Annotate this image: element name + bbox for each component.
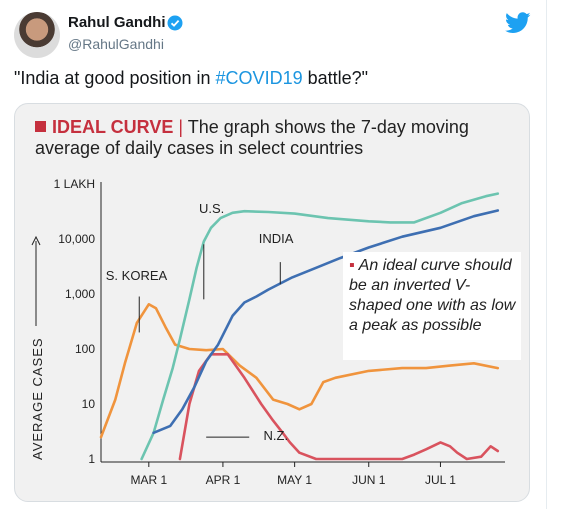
x-tick-label: MAR 1: [130, 473, 167, 487]
chart-subtitle: average of daily cases in select countri…: [35, 138, 364, 158]
annotation-note: ▪ An ideal curve should be an inverted V-…: [349, 257, 516, 334]
series-label: S. KOREA: [106, 268, 168, 283]
tweet: Rahul Gandhi @RahulGandhi "India at good…: [14, 0, 547, 509]
y-tick-label: 1,000: [65, 287, 95, 301]
author-name[interactable]: Rahul Gandhi: [68, 14, 166, 31]
author-avatar[interactable]: [14, 12, 60, 58]
column-divider: [546, 0, 547, 509]
title-marker-icon: [35, 121, 46, 132]
tweet-text-start: "India at good position in: [14, 68, 216, 88]
twitter-bird-icon[interactable]: [505, 12, 531, 34]
x-tick-label: JUL 1: [425, 473, 456, 487]
series-label: INDIA: [259, 231, 294, 246]
x-tick-label: APR 1: [206, 473, 241, 487]
hashtag-link[interactable]: #COVID19: [215, 68, 303, 88]
y-tick-label: 1 LAKH: [54, 177, 95, 191]
y-tick-label: 1: [88, 452, 95, 466]
series-line-n-z: [178, 353, 500, 461]
author-handle[interactable]: @RahulGandhi: [68, 36, 164, 52]
y-tick-label: 10: [82, 397, 96, 411]
verified-badge-icon: [167, 15, 183, 31]
series-line-s-korea: [99, 303, 500, 439]
chart-plot: AVERAGE CASES 1 LAKH 10,000 1,000 100 10 1 MA…: [30, 177, 505, 487]
y-tick-label: 100: [75, 342, 95, 356]
chart-title-line: IDEAL CURVE | The graph shows the 7-day …: [35, 116, 469, 138]
y-axis-arrow-icon: [31, 235, 41, 246]
tweet-text-end: battle?": [302, 68, 369, 88]
tweet-image-card[interactable]: IDEAL CURVE | The graph shows the 7-day …: [14, 103, 530, 502]
series-label: N.Z.: [264, 428, 289, 443]
series-line-u-s: [140, 192, 500, 461]
tweet-text: "India at good position in #COVID19 batt…: [14, 68, 368, 89]
chart-title-rest: The graph shows the 7-day moving: [187, 117, 469, 137]
chart-title: IDEAL CURVE: [52, 117, 174, 137]
y-tick-label: 10,000: [58, 232, 95, 246]
series-label: U.S.: [199, 201, 224, 216]
y-axis-title: AVERAGE CASES: [30, 337, 45, 460]
annotation-text: An ideal curve should be an inverted V-s…: [349, 257, 516, 334]
annotation-box: [343, 252, 521, 360]
series-line-india: [152, 209, 500, 435]
x-tick-label: MAY 1: [277, 473, 312, 487]
x-tick-label: JUN 1: [352, 473, 386, 487]
